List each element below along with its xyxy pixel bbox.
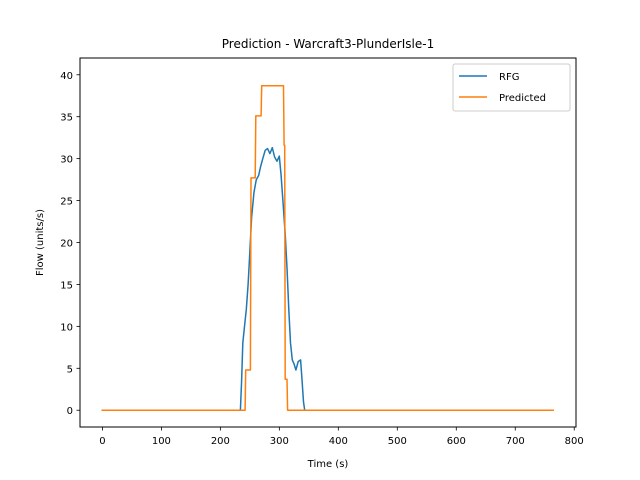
y-tick-label: 10 (60, 322, 73, 333)
x-tick-label: 100 (152, 436, 171, 447)
y-tick-label: 35 (60, 113, 73, 124)
y-tick-label: 40 (60, 71, 73, 82)
x-tick-label: 400 (329, 436, 348, 447)
y-tick-label: 5 (67, 364, 73, 375)
x-tick-label: 800 (565, 436, 584, 447)
plot-lines (101, 84, 554, 411)
x-tick-label: 0 (99, 436, 105, 447)
y-axis: 0 5 10 15 20 25 30 35 40 (60, 71, 80, 417)
legend: RFG Predicted (452, 63, 571, 112)
y-tick-label: 20 (60, 239, 73, 250)
x-tick-label: 500 (388, 436, 407, 447)
legend-label-rfg: RFG (499, 72, 519, 83)
y-tick-label: 25 (60, 197, 73, 208)
series-line-predicted (101, 84, 554, 411)
x-axis: 0 100 200 300 400 500 600 700 800 (99, 427, 584, 447)
y-tick-label: 15 (60, 280, 73, 291)
x-tick-label: 600 (447, 436, 466, 447)
y-axis-label: Flow (units/s) (35, 209, 46, 276)
y-tick-label: 30 (60, 155, 73, 166)
x-tick-label: 200 (211, 436, 230, 447)
chart-title: Prediction - Warcraft3-PlunderIsle-1 (222, 37, 434, 51)
y-tick-label: 0 (67, 406, 73, 417)
x-tick-label: 300 (270, 436, 289, 447)
x-tick-label: 700 (506, 436, 525, 447)
x-axis-label: Time (s) (307, 459, 349, 470)
legend-label-predicted: Predicted (499, 93, 546, 104)
series-line-rfg (101, 146, 554, 411)
